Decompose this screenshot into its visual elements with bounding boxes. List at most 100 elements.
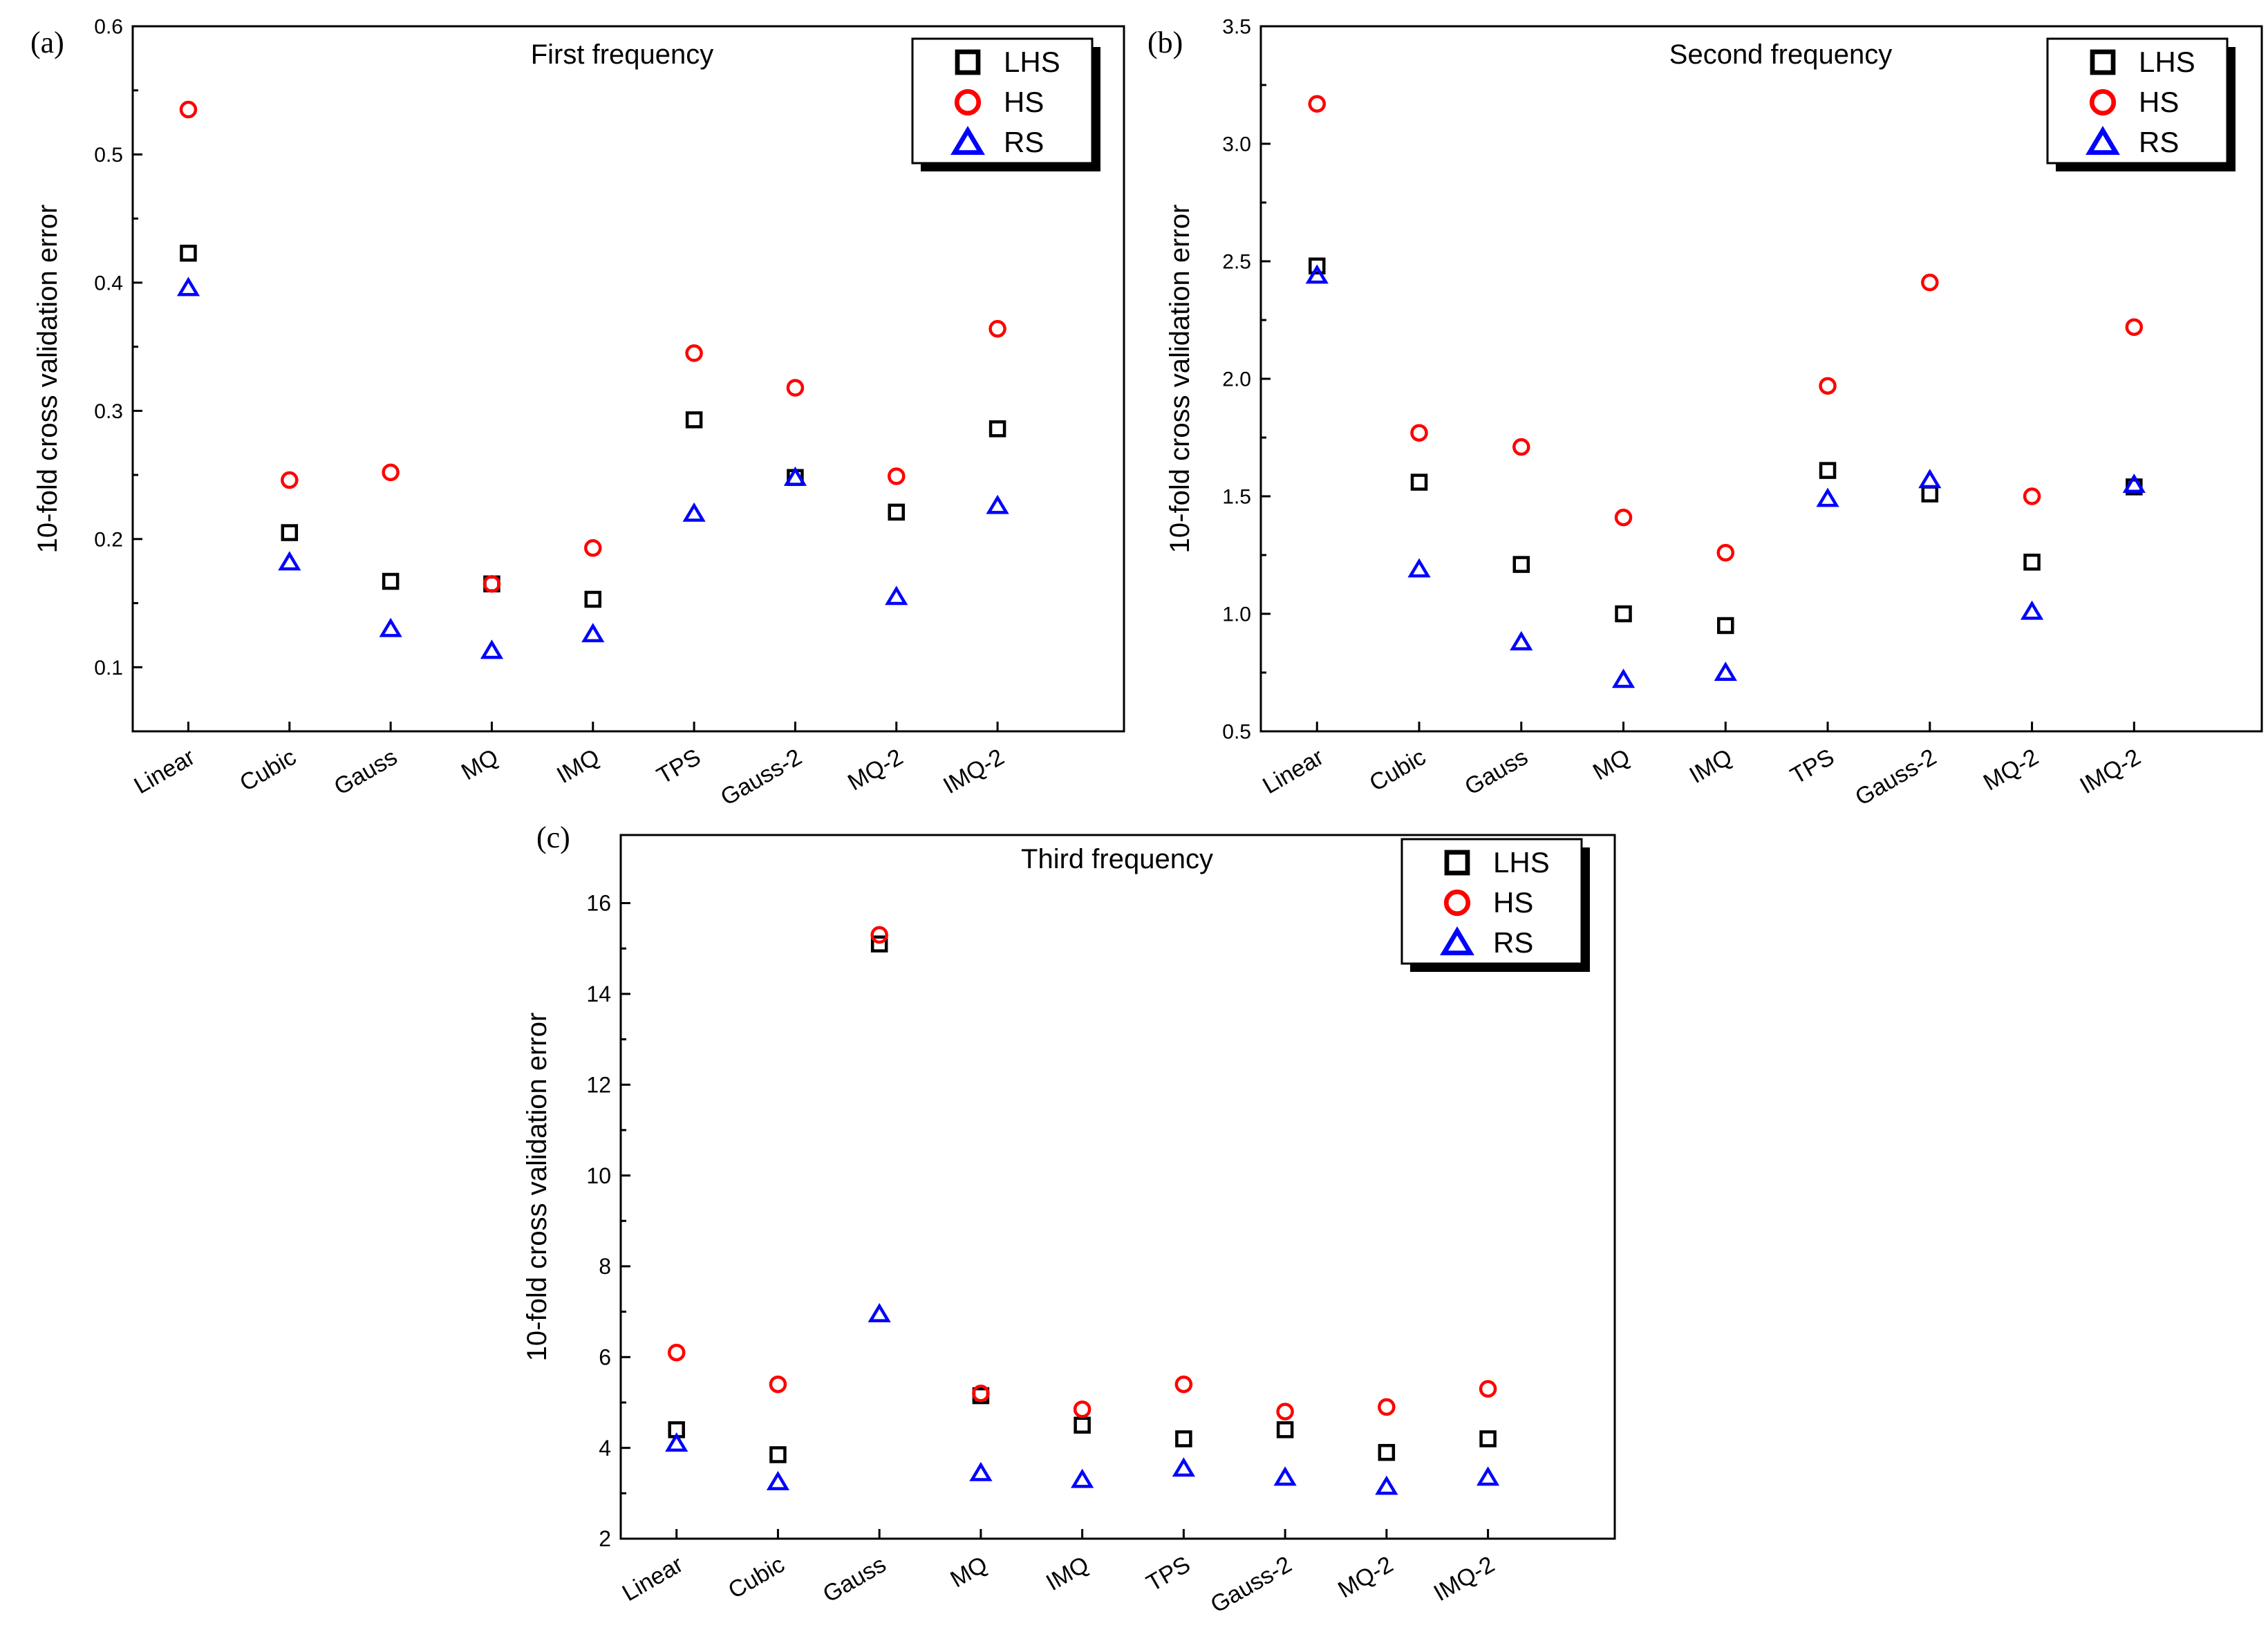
y-tick-label: 1.5 <box>1222 486 1251 509</box>
data-point-rs <box>665 1432 688 1452</box>
y-tick-label: 8 <box>599 1254 611 1279</box>
data-point-hs <box>1308 95 1327 113</box>
x-tick-label: Cubic <box>236 744 301 796</box>
data-point-lhs <box>180 245 197 262</box>
data-point-lhs <box>1175 1430 1192 1447</box>
y-tick-label: 2.0 <box>1222 368 1251 391</box>
data-point-rs <box>682 502 706 522</box>
legend-label-lhs: LHS <box>2139 46 2195 78</box>
series-hs <box>667 926 1497 1420</box>
legend-label-rs: RS <box>1004 126 1044 158</box>
data-point-hs <box>2125 318 2144 336</box>
data-point-hs <box>179 100 198 119</box>
legend-marker-hs <box>2089 88 2117 116</box>
x-tick-label: MQ-2 <box>1979 744 2043 796</box>
chart-title: Third frequency <box>1021 844 1213 874</box>
data-point-rs <box>278 551 301 571</box>
legend: LHS HS RS <box>2046 37 2236 171</box>
x-tick-label: TPS <box>653 744 705 789</box>
data-point-rs <box>1510 630 1533 650</box>
x-tick-label: TPS <box>1142 1551 1194 1597</box>
data-point-hs <box>1716 543 1735 562</box>
data-point-lhs <box>1717 617 1734 635</box>
data-point-rs <box>783 466 807 486</box>
data-point-hs <box>685 344 703 362</box>
series-lhs <box>180 245 1006 608</box>
data-point-rs <box>1918 469 1942 489</box>
y-tick-label: 2 <box>599 1526 611 1551</box>
data-point-rs <box>986 494 1009 514</box>
data-point-rs <box>885 585 908 606</box>
legend-label-lhs: LHS <box>1004 46 1060 78</box>
panel-3: 2 4 6 8 10 12 14 16 Linear Cubic Gauss MQ IMQ TPS Gaus… <box>522 820 1616 1618</box>
legend: LHS HS RS <box>911 37 1100 171</box>
legend-label-lhs: LHS <box>1493 846 1550 879</box>
y-tick-label: 3.0 <box>1222 133 1251 156</box>
data-point-lhs <box>1276 1421 1294 1438</box>
y-axis-label: 10-fold cross validation error <box>32 205 63 554</box>
data-point-rs <box>1305 264 1329 284</box>
data-point-lhs <box>1615 605 1632 623</box>
legend-marker-lhs <box>955 49 981 75</box>
data-point-lhs <box>584 590 602 608</box>
data-point-rs <box>176 276 200 297</box>
data-point-hs <box>786 379 805 397</box>
x-tick-label: Linear <box>1258 744 1328 799</box>
data-point-lhs <box>888 503 906 521</box>
data-point-hs <box>2023 487 2041 505</box>
series-hs <box>1308 95 2144 562</box>
data-point-hs <box>769 1375 787 1394</box>
x-tick-label: Gauss <box>1461 744 1533 800</box>
data-point-hs <box>1378 1398 1396 1416</box>
data-point-rs <box>1816 487 1839 507</box>
data-point-rs <box>1172 1457 1195 1477</box>
y-tick-label: 1.0 <box>1222 603 1251 626</box>
data-point-hs <box>972 1385 990 1403</box>
y-tick-label: 4 <box>599 1436 611 1461</box>
data-point-lhs <box>870 935 888 953</box>
data-point-hs <box>1614 508 1633 527</box>
data-point-hs <box>1479 1380 1497 1398</box>
data-point-rs <box>1273 1466 1297 1486</box>
chart-title: Second frequency <box>1669 39 1892 70</box>
data-point-hs <box>482 574 501 593</box>
y-tick-label: 6 <box>599 1344 611 1369</box>
data-point-lhs <box>1378 1443 1396 1461</box>
data-point-rs <box>868 1302 891 1322</box>
data-point-lhs <box>2023 553 2041 571</box>
x-tick-label: Gauss-2 <box>1206 1551 1296 1618</box>
legend-marker-rs <box>950 126 985 156</box>
y-tick-label: 0.4 <box>94 272 123 294</box>
legend-box <box>911 37 1094 165</box>
data-point-hs <box>988 319 1006 338</box>
y-tick-label: 0.2 <box>94 528 123 551</box>
legend-label-rs: RS <box>2139 126 2179 158</box>
data-point-hs <box>1073 1400 1091 1418</box>
legend-marker-hs <box>1443 889 1471 917</box>
x-tick-label: Gauss <box>330 744 402 800</box>
panel-label: (b) <box>1147 26 1183 59</box>
x-tick-label: IMQ <box>1685 744 1737 789</box>
x-tick-label: IMQ <box>1042 1551 1094 1596</box>
data-point-lhs <box>1309 257 1326 275</box>
legend-marker-hs <box>954 88 982 116</box>
y-tick-label: 3.5 <box>1222 16 1251 39</box>
data-point-hs <box>382 463 400 482</box>
data-point-rs <box>1407 558 1431 578</box>
legend-marker-rs <box>2086 126 2120 156</box>
data-point-rs <box>1375 1475 1398 1495</box>
x-tick-label: Gauss-2 <box>716 744 806 811</box>
x-tick-label: MQ-2 <box>1333 1551 1398 1603</box>
data-point-hs <box>870 926 888 944</box>
data-point-rs <box>581 623 605 643</box>
data-point-lhs <box>1819 462 1837 479</box>
data-point-rs <box>379 617 402 637</box>
data-point-lhs <box>1410 473 1428 491</box>
data-point-hs <box>1512 438 1530 456</box>
x-tick-label: Gauss <box>818 1551 890 1608</box>
x-tick-label: IMQ-2 <box>939 744 1009 799</box>
x-tick-label: MQ <box>1588 744 1634 785</box>
legend-marker-lhs <box>1444 850 1470 876</box>
x-tick-label: Linear <box>130 744 200 799</box>
series-lhs <box>1309 257 2143 635</box>
